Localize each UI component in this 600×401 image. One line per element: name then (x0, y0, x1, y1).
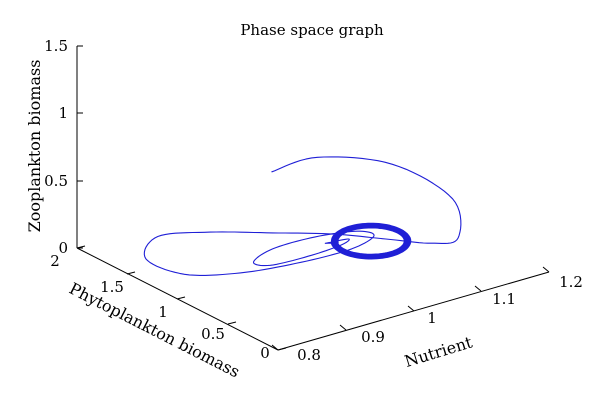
x-axis-label: Nutrient (402, 332, 475, 371)
y-tick-label-0: 0 (260, 344, 270, 362)
z-ticks: 0 0.5 1 1.5 (44, 37, 83, 257)
x-tick-label-1.2: 1.2 (559, 273, 583, 291)
y-tick-1 (176, 296, 186, 300)
y-tick-label-0.5: 0.5 (201, 325, 225, 343)
trajectory-layer (143, 156, 462, 276)
x-tick-1.1 (474, 285, 482, 292)
x-tick-label-0.8: 0.8 (297, 346, 321, 364)
x-ticks: 0.8 0.9 1 1.1 1.2 (271, 266, 583, 364)
x-tick-label-1: 1 (427, 309, 437, 327)
y-tick-label-1.5: 1.5 (100, 278, 124, 296)
z-tick-label-0.5: 0.5 (44, 172, 68, 190)
y-ticks: 2 1.5 1 0.5 0 (50, 245, 287, 362)
x-tick-0.9 (339, 324, 347, 331)
z-tick-label-0: 0 (58, 239, 68, 257)
y-tick-0.5 (227, 321, 237, 325)
y-tick-2 (76, 245, 86, 249)
y-tick-label-2: 2 (50, 252, 60, 270)
y-tick-0 (277, 347, 287, 351)
trajectory-series-0 (143, 156, 462, 276)
x-tick-label-0.9: 0.9 (361, 328, 385, 346)
x-tick-label-1.1: 1.1 (492, 290, 516, 308)
z-tick-label-1: 1 (58, 104, 68, 122)
x-tick-1 (407, 305, 415, 312)
x-tick-0.8 (271, 344, 279, 351)
z-axis-label: Zooplankton biomass (25, 60, 44, 233)
x-tick-1.2 (542, 266, 550, 273)
z-tick-label-1.5: 1.5 (44, 37, 68, 55)
y-tick-1.5 (126, 271, 136, 275)
y-tick-label-1: 1 (158, 303, 168, 321)
chart-title: Phase space graph (240, 21, 384, 39)
